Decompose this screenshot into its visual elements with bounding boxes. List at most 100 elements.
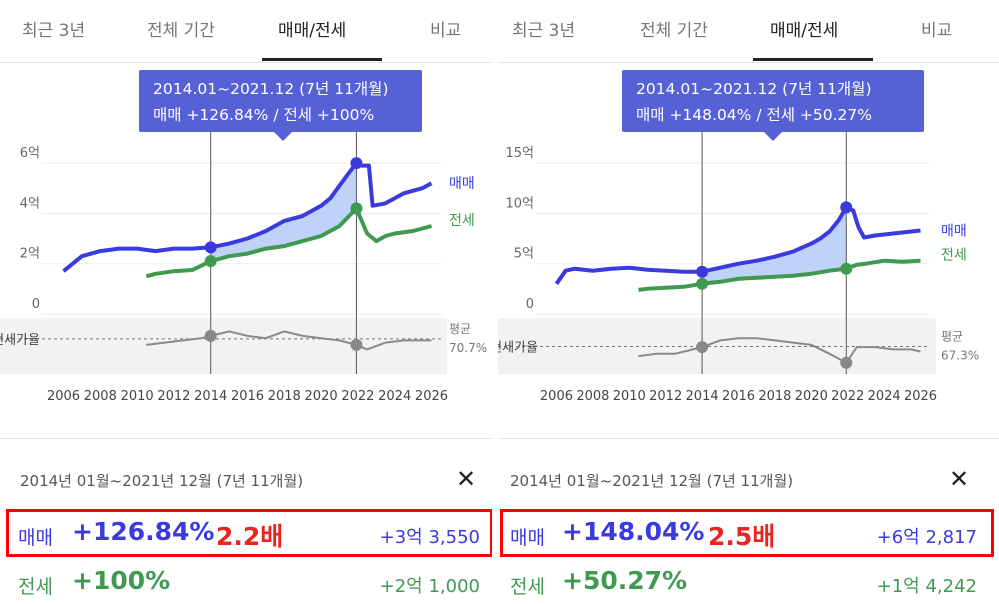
ratio-point — [696, 341, 709, 354]
x-tick-label: 2026 — [415, 389, 448, 404]
jeonse-change-pct: +50.27% — [562, 566, 688, 595]
tab-recent-3y[interactable]: 최근 3년 — [22, 21, 86, 41]
jeonse-change-amount: +2억 1,000 — [379, 576, 480, 597]
y-tick-label: 0 — [32, 297, 40, 312]
close-icon[interactable]: ✕ — [949, 465, 970, 493]
series-label: 전세 — [941, 248, 967, 264]
tooltip-arrow — [764, 132, 782, 141]
x-tick-label: 2024 — [378, 389, 411, 404]
selection-area — [210, 163, 357, 262]
tab-all-period[interactable]: 전체 기간 — [147, 21, 215, 41]
series-line-jeonse — [145, 206, 433, 279]
series-line-jeonse — [638, 258, 921, 292]
tab-sale-jeonse[interactable]: 매매/전세 — [770, 21, 839, 41]
jeonse-change-amount: +1억 4,242 — [876, 576, 977, 597]
ratio-label: 전세가율 — [0, 333, 40, 348]
summary-row-jeonse: 전세 +100% +2억 1,000 — [0, 560, 492, 604]
selection-point — [350, 202, 363, 215]
price-chart[interactable]: 0 5억 10억 15억 2006 2008 2010 2012 2014 2016 2018 202… — [498, 62, 999, 438]
y-tick-label: 0 — [526, 297, 534, 312]
series-label: 전세 — [449, 213, 475, 229]
y-tick-label: 15억 — [505, 146, 534, 161]
highlight-box — [500, 509, 994, 557]
divider — [498, 438, 999, 439]
ratio-avg-label: 평균 — [941, 329, 963, 343]
selected-range-text: 2014년 01월~2021년 12월 (7년 11개월) — [510, 472, 794, 490]
x-tick-label: 2010 — [121, 389, 154, 404]
tab-bar: 최근 3년 전체 기간 매매/전세 비교 — [0, 0, 492, 63]
ratio-line — [638, 337, 921, 365]
selection-point — [204, 255, 217, 268]
series-line-sale — [554, 205, 921, 285]
x-tick-label: 2008 — [576, 389, 609, 404]
active-tab-indicator — [262, 58, 382, 61]
period-tooltip: 2014.01~2021.12 (7년 11개월) 매매 +126.84% / … — [139, 70, 422, 132]
x-tick-label: 2014 — [194, 389, 227, 404]
y-tick-label: 4억 — [20, 196, 40, 211]
summary-row-sale: 매매 +126.84% 2.2배 +3억 3,550 — [0, 511, 492, 555]
close-icon[interactable]: ✕ — [456, 465, 477, 493]
x-tick-label: 2014 — [686, 389, 719, 404]
jeonse-label: 전세 — [18, 576, 53, 598]
selection-point — [696, 265, 709, 278]
sale-label: 매매 — [18, 527, 53, 549]
ratio-avg-value: 67.3% — [941, 348, 979, 362]
selection-point — [696, 277, 709, 290]
tab-all-period[interactable]: 전체 기간 — [640, 21, 708, 41]
y-tick-label: 5억 — [514, 247, 534, 262]
sale-multiple: 2.2배 — [216, 522, 284, 551]
y-tick-label: 10억 — [505, 196, 534, 211]
tooltip-arrow — [274, 132, 292, 141]
x-tick-label: 2020 — [305, 389, 338, 404]
tooltip-change: 매매 +126.84% / 전세 +100% — [153, 106, 375, 124]
x-tick-label: 2012 — [649, 389, 682, 404]
x-tick-label: 2026 — [904, 389, 937, 404]
ratio-label: 전세가율 — [498, 340, 538, 355]
y-tick-label: 6억 — [20, 146, 40, 161]
sale-change-amount: +3억 3,550 — [379, 527, 480, 548]
x-tick-label: 2016 — [722, 389, 755, 404]
x-tick-label: 2006 — [47, 389, 80, 404]
tab-compare[interactable]: 비교 — [921, 21, 953, 41]
tab-compare[interactable]: 비교 — [430, 21, 462, 41]
x-tick-label: 2012 — [157, 389, 190, 404]
tab-sale-jeonse[interactable]: 매매/전세 — [278, 21, 347, 41]
sale-change-amount: +6억 2,817 — [876, 527, 977, 548]
active-tab-indicator — [753, 58, 873, 61]
selection-point — [840, 262, 853, 275]
x-tick-label: 2016 — [231, 389, 264, 404]
series-label: 매매 — [941, 223, 967, 239]
highlight-box — [6, 509, 492, 557]
selection-point — [840, 201, 853, 214]
sale-multiple: 2.5배 — [708, 522, 776, 551]
sale-change-pct: +148.04% — [562, 517, 705, 546]
ratio-point — [350, 338, 363, 351]
selection-point — [204, 241, 217, 254]
x-tick-label: 2006 — [540, 389, 573, 404]
ratio-point — [204, 329, 217, 342]
jeonse-change-pct: +100% — [72, 566, 171, 595]
x-tick-label: 2020 — [795, 389, 828, 404]
ratio-point — [840, 356, 853, 369]
tooltip-change: 매매 +148.04% / 전세 +50.27% — [636, 106, 873, 124]
tab-recent-3y[interactable]: 최근 3년 — [512, 21, 576, 41]
comparison-panel-left: 최근 3년 전체 기간 매매/전세 비교 0 2억 4억 6억 2006 2008 2010… — [0, 0, 492, 604]
x-tick-label: 2022 — [341, 389, 374, 404]
ratio-line — [146, 330, 432, 351]
x-tick-label: 2008 — [84, 389, 117, 404]
divider — [0, 438, 492, 439]
y-tick-label: 2억 — [20, 247, 40, 262]
sale-change-pct: +126.84% — [72, 517, 215, 546]
x-tick-label: 2018 — [758, 389, 791, 404]
sale-label: 매매 — [510, 527, 545, 549]
selected-range-text: 2014년 01월~2021년 12월 (7년 11개월) — [20, 472, 304, 490]
x-tick-label: 2018 — [268, 389, 301, 404]
x-tick-label: 2022 — [831, 389, 864, 404]
jeonse-label: 전세 — [510, 576, 545, 598]
summary-row-jeonse: 전세 +50.27% +1억 4,242 — [498, 560, 999, 604]
x-tick-label: 2024 — [868, 389, 901, 404]
series-line-sale — [62, 161, 433, 273]
period-tooltip: 2014.01~2021.12 (7년 11개월) 매매 +148.04% / … — [622, 70, 924, 132]
comparison-panel-right: 최근 3년 전체 기간 매매/전세 비교 0 5억 10억 15억 2006 2008 20… — [498, 0, 999, 604]
